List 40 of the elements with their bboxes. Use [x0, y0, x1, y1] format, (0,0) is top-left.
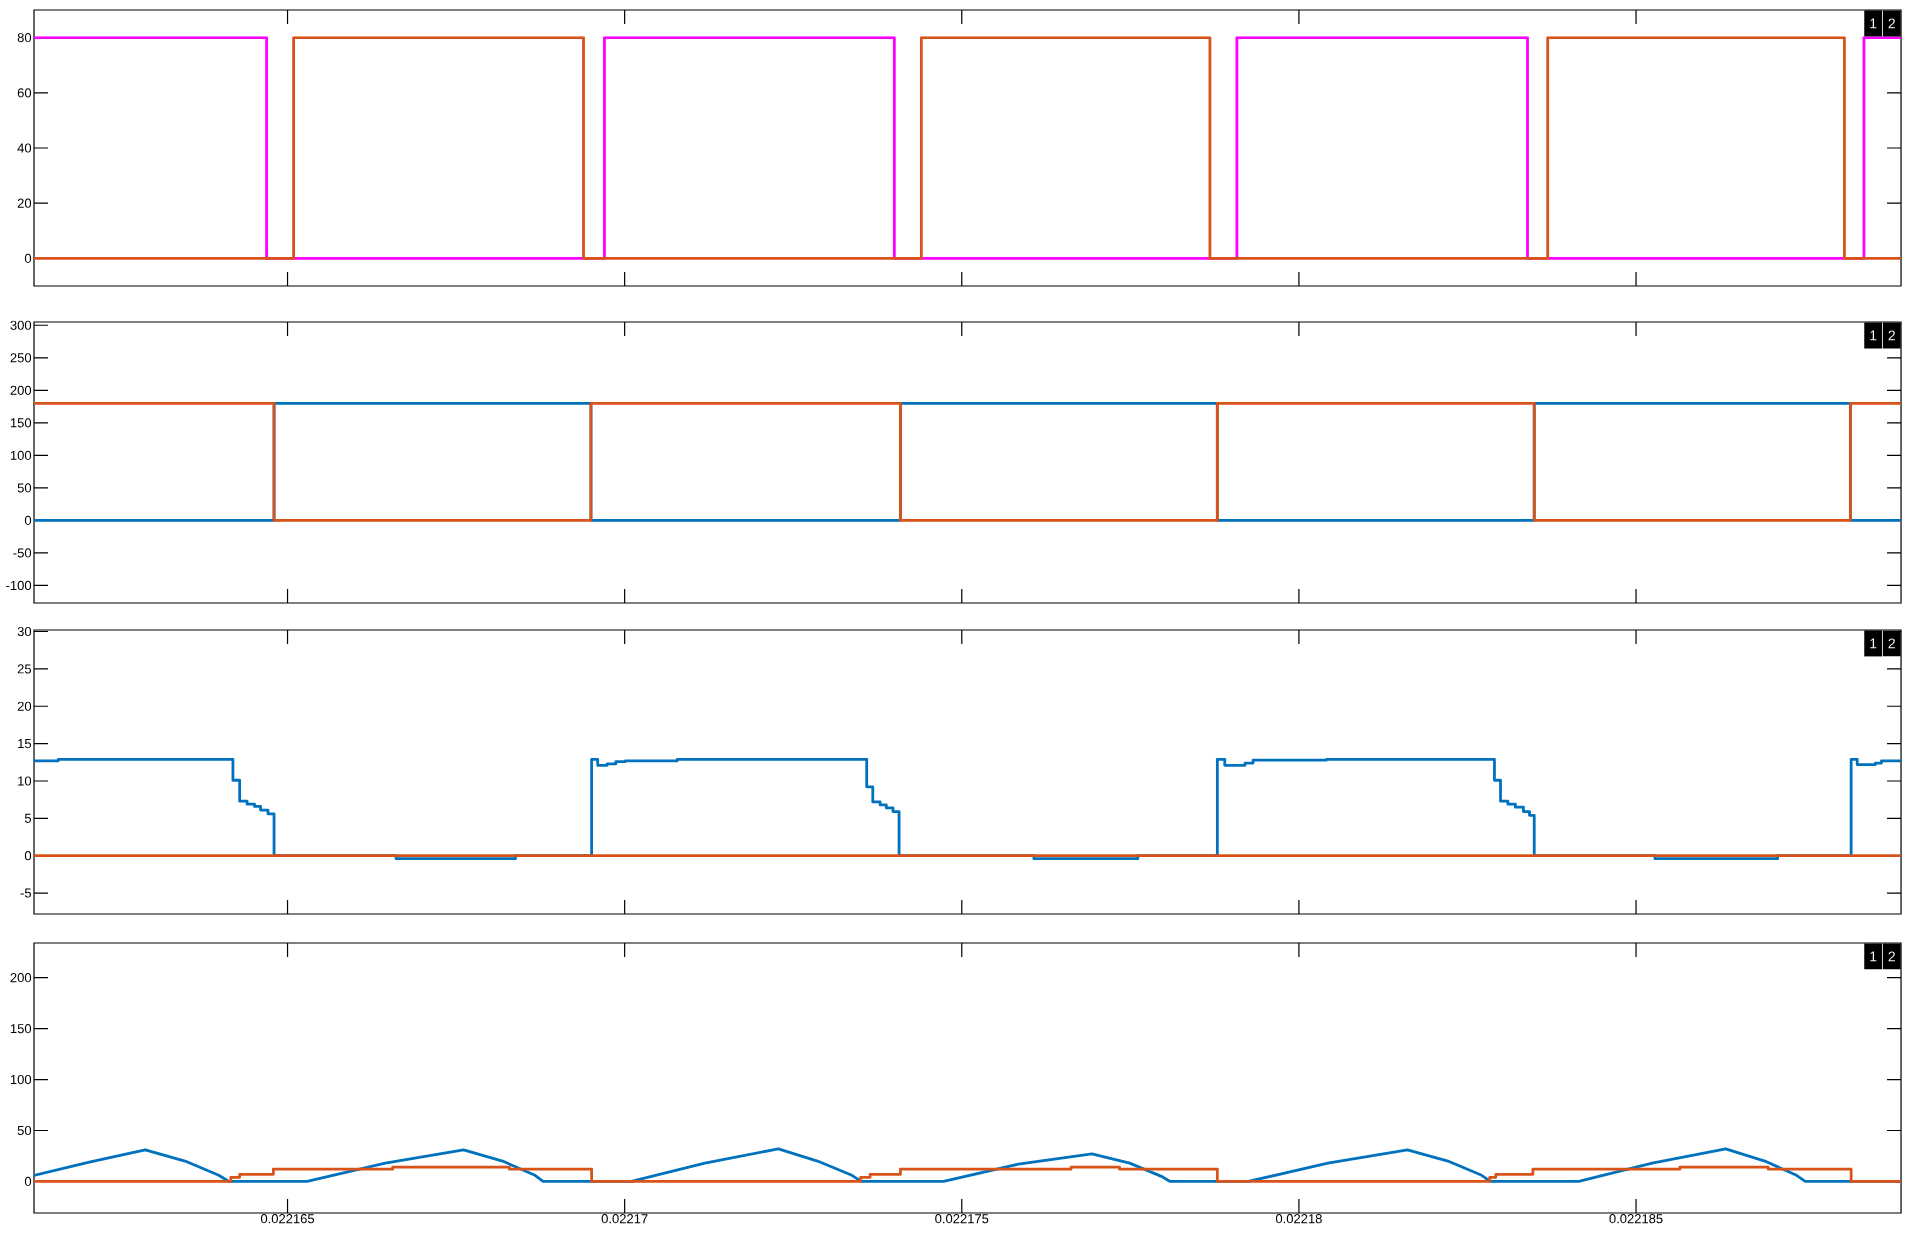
- y-tick-label: 250: [10, 353, 32, 363]
- y-tick-label: 200: [10, 385, 32, 395]
- y-tick-label: 20: [17, 701, 32, 711]
- annotation: 2: [1888, 951, 1895, 962]
- y-tick-label: 5: [24, 813, 32, 823]
- y-tick-label: 0: [24, 851, 32, 861]
- annotation: 2: [1888, 18, 1895, 29]
- annotation: 1: [1870, 638, 1877, 649]
- y-tick-label: 20: [17, 198, 32, 208]
- y-tick-label: 100: [10, 450, 32, 460]
- y-tick-label: 50: [17, 483, 32, 493]
- y-tick-label: 50: [17, 1125, 32, 1136]
- annotation: 1: [1870, 330, 1877, 341]
- annotation: 2: [1888, 638, 1895, 649]
- y-tick-label: 0: [24, 253, 32, 264]
- y-tick-label: 150: [10, 418, 32, 428]
- y-tick-label: 0: [24, 1176, 32, 1187]
- y-tick-label: 25: [17, 664, 32, 674]
- y-tick-label: 150: [10, 1024, 32, 1034]
- y-tick-label: 100: [10, 1074, 32, 1085]
- y-tick-label: -100: [6, 580, 32, 591]
- x-tick-label: 0.022165: [260, 1214, 315, 1224]
- y-tick-label: 15: [18, 739, 32, 749]
- x-tick-label: 0.02217: [601, 1214, 648, 1224]
- x-tick-label: 0.022175: [935, 1214, 989, 1224]
- y-tick-label: 40: [17, 143, 32, 153]
- annotation: 1: [1870, 18, 1877, 29]
- annotation: 1: [1870, 951, 1877, 962]
- y-tick-label: 300: [10, 320, 32, 330]
- y-tick-label: 80: [17, 33, 32, 43]
- y-tick-label: 30: [17, 626, 32, 637]
- x-tick-label: 0.022185: [1609, 1214, 1663, 1224]
- annotation: 2: [1888, 330, 1895, 341]
- y-tick-label: -50: [13, 548, 32, 558]
- y-tick-label: 200: [10, 973, 32, 983]
- y-tick-label: 0: [24, 515, 32, 525]
- y-tick-label: 10: [18, 776, 32, 786]
- y-tick-label: 60: [17, 88, 32, 98]
- y-tick-label: -5: [20, 888, 32, 898]
- x-tick-label: 0.02218: [1275, 1214, 1322, 1224]
